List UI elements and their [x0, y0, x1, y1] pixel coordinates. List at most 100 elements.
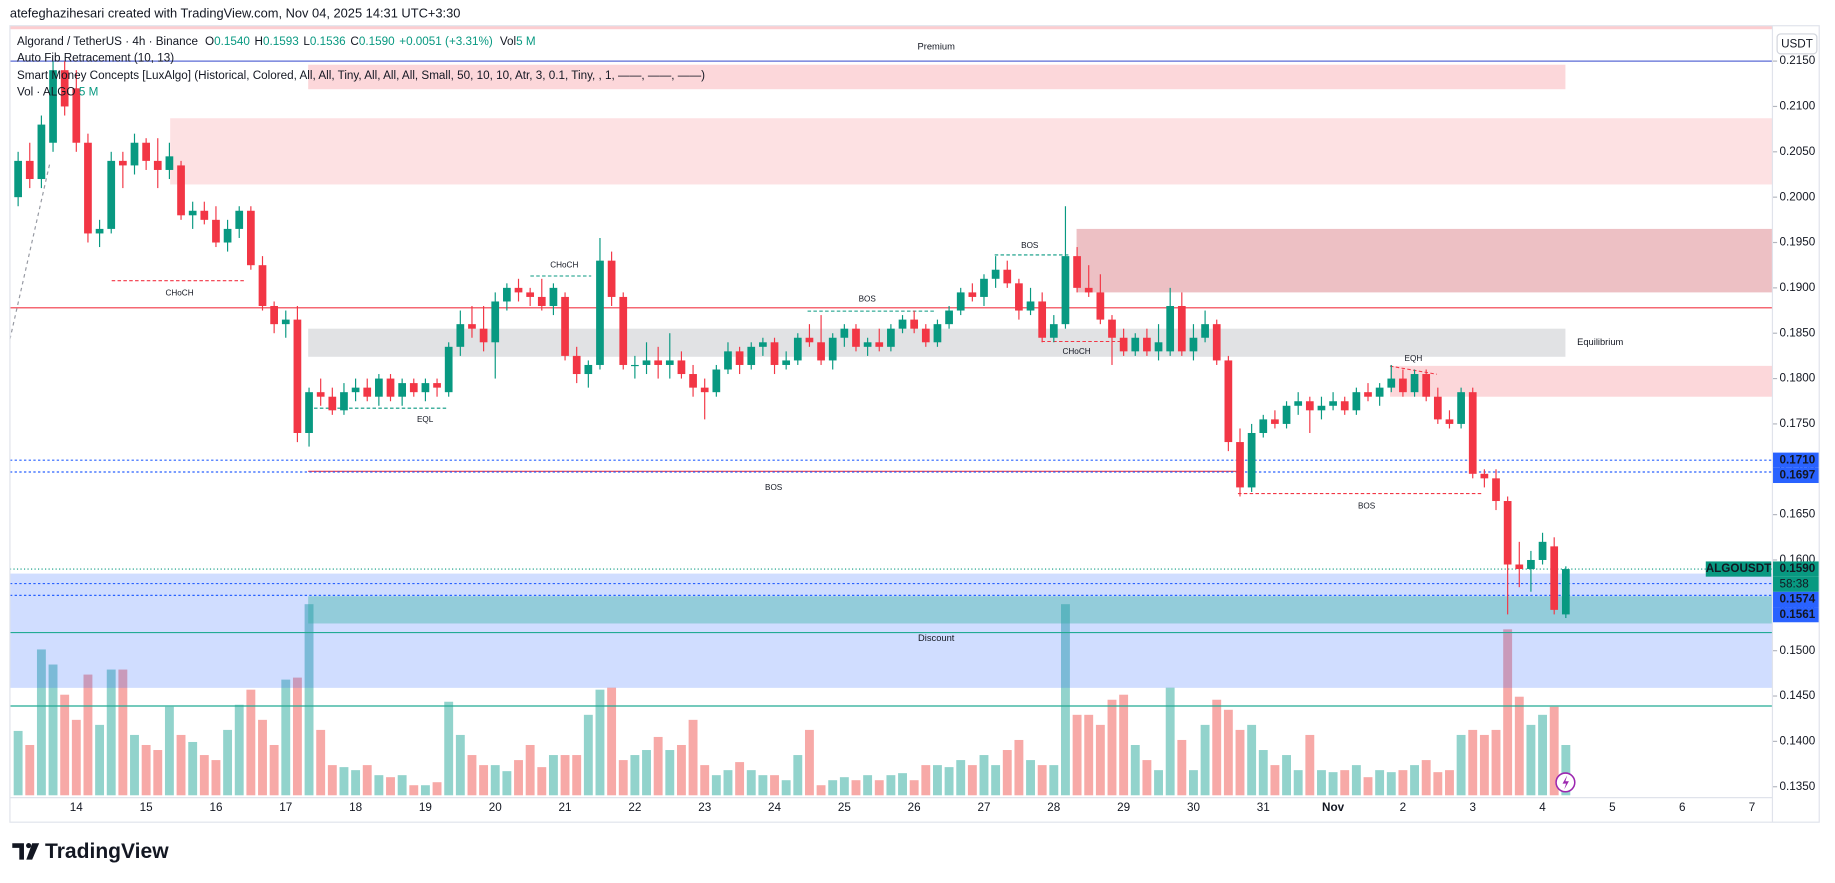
x-tick-label: 7	[1749, 801, 1756, 814]
x-tick-label: 5	[1609, 801, 1616, 814]
volume-bar	[118, 669, 128, 796]
volume-bar	[211, 760, 221, 796]
candle-body	[1026, 301, 1035, 311]
volume-bar	[153, 750, 163, 796]
x-tick-label: 19	[419, 801, 432, 814]
zone	[308, 596, 1773, 624]
volume-bar	[1479, 734, 1489, 796]
volume-bar	[1223, 709, 1233, 796]
volume-bar	[653, 736, 663, 796]
symbol-label: ALGOUSDT	[1706, 562, 1772, 575]
volume-bar	[141, 744, 151, 796]
candle-body	[363, 387, 372, 397]
candle-body	[654, 360, 663, 365]
candle-body	[875, 342, 884, 347]
volume-bar	[374, 775, 384, 796]
candle-body	[351, 387, 360, 393]
volume-bar	[909, 780, 919, 796]
candle-body	[1445, 419, 1454, 424]
volume-bar	[816, 785, 826, 796]
currency-box[interactable]	[1776, 33, 1818, 55]
candle-body	[526, 292, 535, 297]
volume-bar	[676, 744, 686, 796]
volume-bar	[863, 775, 873, 796]
volume-bar	[223, 729, 233, 796]
volume-bar	[793, 755, 803, 796]
volume-bar	[642, 750, 651, 796]
volume-bar	[1305, 734, 1315, 796]
x-tick-label: 4	[1539, 801, 1546, 814]
candle-body	[153, 160, 162, 170]
credit: atefeghazihesari created with TradingVie…	[10, 5, 460, 20]
volume-bar	[956, 760, 966, 796]
candle-body	[828, 337, 837, 361]
structure-label: EQH	[1405, 354, 1423, 363]
candle-body	[1201, 324, 1209, 338]
volume-bar	[851, 780, 861, 796]
candle-body	[1364, 392, 1372, 397]
candle-body	[887, 328, 895, 347]
volume-bar	[1351, 765, 1361, 796]
volume-bar	[1119, 694, 1129, 796]
price-line-box	[1772, 591, 1820, 608]
y-tick-label: 0.1350	[1779, 780, 1815, 793]
volume-bar	[479, 765, 489, 796]
candle-body	[177, 165, 185, 216]
candle-body	[60, 70, 69, 107]
volume-bar	[688, 719, 698, 796]
candle-body	[735, 351, 744, 365]
logo-mark	[12, 843, 24, 860]
legend: Algorand / TetherUS · 4h · Binance O0.154…	[17, 35, 536, 48]
volume-bar	[1514, 696, 1524, 796]
candle-body	[1212, 324, 1221, 361]
price-line-label: 0.1574	[1779, 593, 1815, 606]
candle-body	[247, 210, 255, 266]
structure-label: BOS	[765, 483, 783, 492]
candle-body	[95, 228, 104, 234]
candle-body	[1131, 337, 1140, 352]
zone	[1389, 365, 1773, 397]
candle-body	[1119, 337, 1128, 352]
volume-bar	[1014, 739, 1024, 796]
volume-bar	[362, 765, 372, 796]
price-line-box	[1772, 452, 1820, 468]
volume-bar	[1456, 734, 1466, 796]
candle-body	[561, 296, 569, 356]
candle-body	[1329, 401, 1337, 406]
volume-bar	[1189, 770, 1198, 796]
y-tick-label: 0.1650	[1779, 508, 1815, 521]
volume-bar	[804, 729, 814, 796]
legend-value: 0.1536	[310, 35, 346, 48]
volume-bar	[48, 664, 58, 796]
candle-body	[1084, 287, 1093, 293]
zone	[9, 573, 1773, 688]
zone-label: Discount	[918, 633, 955, 643]
logo-mark	[26, 843, 40, 860]
candle-body	[375, 378, 383, 397]
volume-bar	[711, 775, 721, 796]
y-tick-label: 0.1950	[1779, 236, 1815, 249]
structure-label: CHoCH	[1062, 347, 1090, 356]
volume-bar	[467, 755, 477, 796]
volume-bar	[735, 762, 745, 796]
candle-body	[1527, 559, 1535, 570]
volume-bar	[1363, 777, 1373, 796]
candle-body	[270, 306, 278, 325]
volume-title: Vol · ALGO	[17, 85, 75, 98]
candle-body	[1073, 256, 1081, 288]
price-line-label: 0.1561	[1779, 608, 1815, 621]
candle-body	[118, 160, 127, 166]
candle-body	[386, 378, 395, 397]
volume-bar	[514, 760, 523, 796]
volume-bar	[1270, 765, 1280, 796]
candle-body	[142, 142, 150, 161]
volume-bar	[828, 780, 838, 796]
candle-body	[724, 351, 732, 370]
candle-body	[1433, 396, 1442, 420]
volume-bar	[1154, 770, 1163, 796]
candle-body	[72, 88, 81, 143]
x-tick-label: 3	[1469, 801, 1476, 814]
candle-body	[945, 310, 953, 325]
indicator: Auto Fib Retracement (10, 13)	[17, 52, 174, 65]
candle-body	[968, 292, 977, 297]
